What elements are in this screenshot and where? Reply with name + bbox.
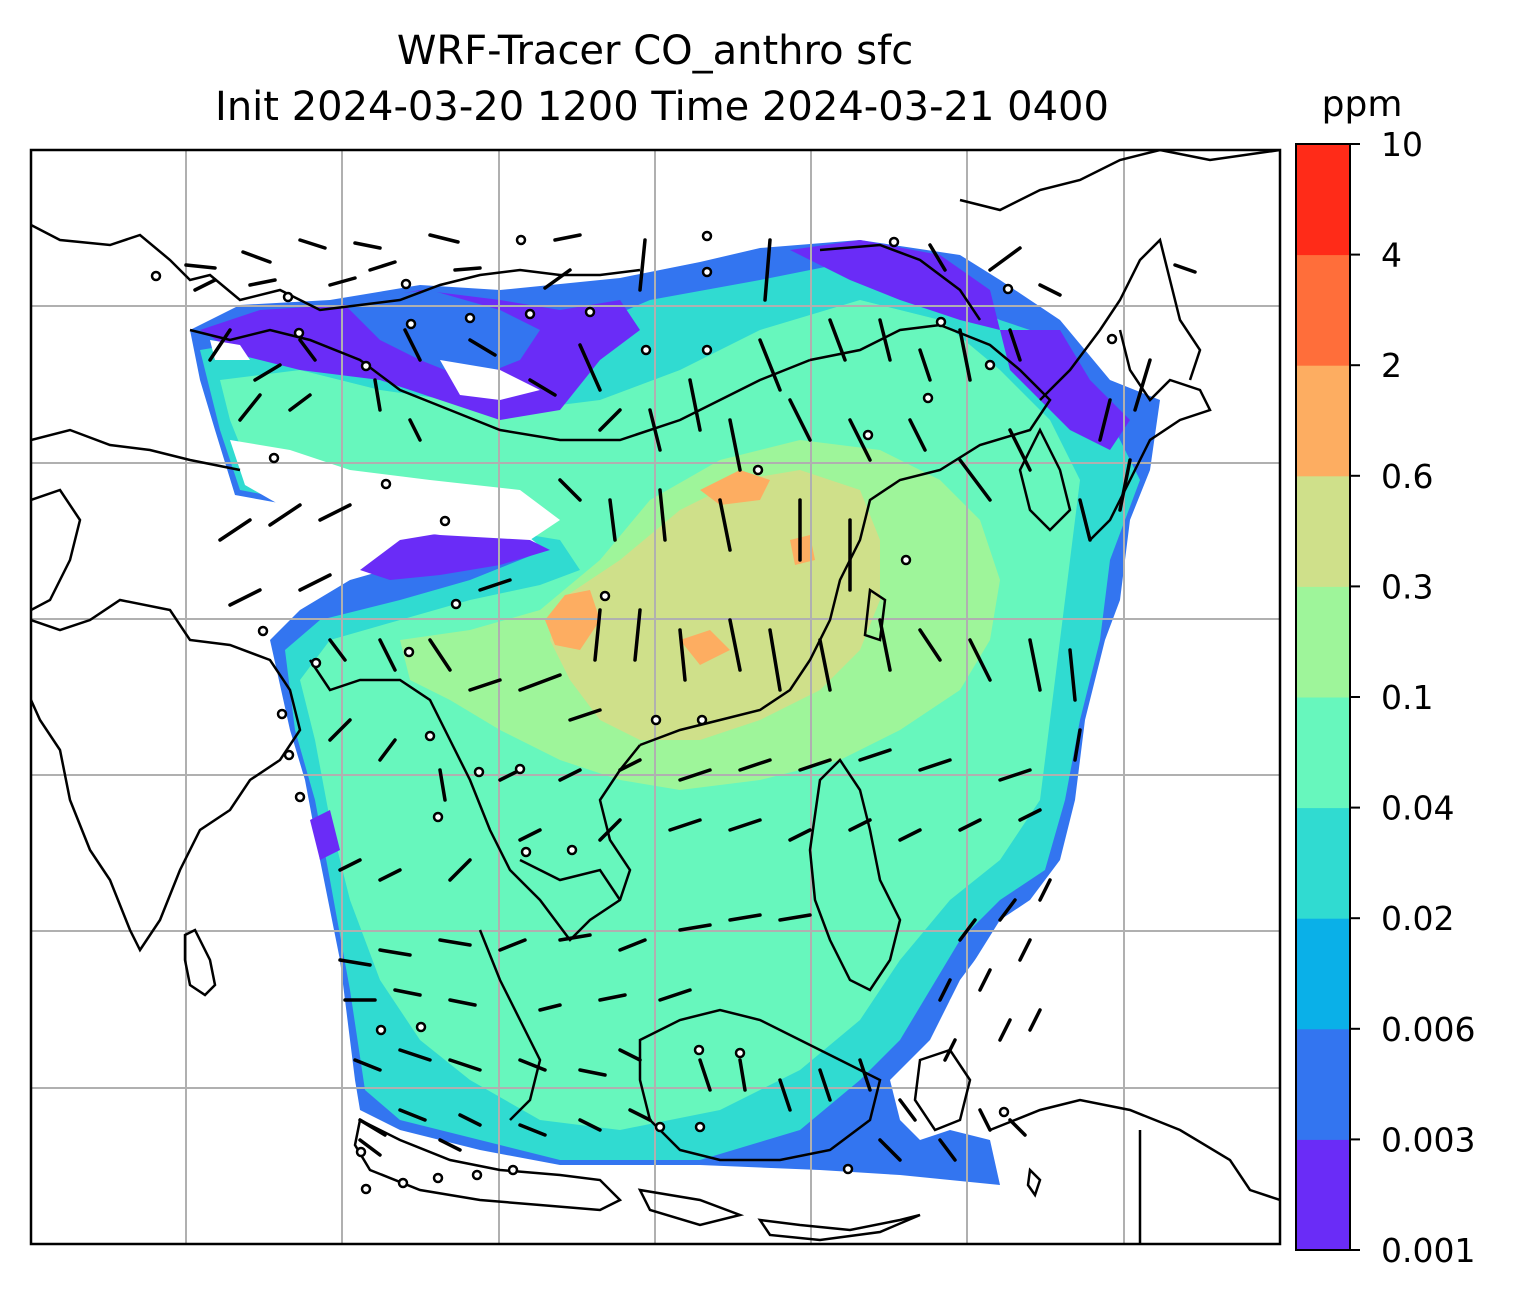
colorbar-segment (1296, 475, 1350, 587)
colorbar-tick-label: 0.003 (1381, 1120, 1475, 1159)
map-gridlines (31, 150, 1280, 1244)
colorbar-tick-label: 0.02 (1381, 899, 1454, 938)
coastlines (31, 150, 1280, 1244)
colorbar-tick-label: 0.6 (1381, 457, 1433, 496)
wind-barbs (184, 233, 1197, 1162)
colorbar-tick-label: 0.04 (1381, 789, 1454, 828)
title-line-2: Init 2024-03-20 1200 Time 2024-03-21 040… (215, 84, 1109, 130)
colorbar-segment (1296, 586, 1350, 698)
colorbar-segment (1296, 697, 1350, 809)
colorbar-tick-label: 0.006 (1381, 1010, 1475, 1049)
colorbar-tick-label: 2 (1381, 346, 1402, 385)
colorbar-unit: ppm (1322, 84, 1403, 125)
colorbar-tick-label: 4 (1381, 236, 1402, 275)
colorbar-segment (1296, 918, 1350, 1030)
colorbar-segments (1296, 144, 1350, 1251)
colorbar-ticks: 0.001 0.003 0.006 0.02 0.04 0.1 0.3 0.6 2 4 10 (1350, 125, 1475, 1270)
colorbar: ppm 0.001 0.003 0.006 0.02 0.04 0.1 0.3 0.6 2 4 10 (1295, 84, 1475, 1270)
colorbar-segment (1296, 365, 1350, 477)
colorbar-segment (1296, 807, 1350, 919)
colorbar-segment (1296, 254, 1350, 366)
colorbar-segment (1296, 144, 1350, 256)
colorbar-tick-label: 0.1 (1381, 678, 1433, 717)
colorbar-tick-label: 10 (1381, 125, 1423, 164)
colorbar-tick-label: 0.001 (1381, 1231, 1475, 1270)
colorbar-segment (1296, 1139, 1350, 1251)
colorbar-segment (1296, 1028, 1350, 1140)
co-concentration-field (190, 240, 1160, 1185)
colorbar-tick-label: 0.3 (1381, 567, 1433, 606)
title-line-1: WRF-Tracer CO_anthro sfc (397, 28, 913, 74)
map-panel (31, 150, 1280, 1244)
calm-wind-markers (150, 230, 1118, 1195)
map-border (29, 148, 1282, 1246)
